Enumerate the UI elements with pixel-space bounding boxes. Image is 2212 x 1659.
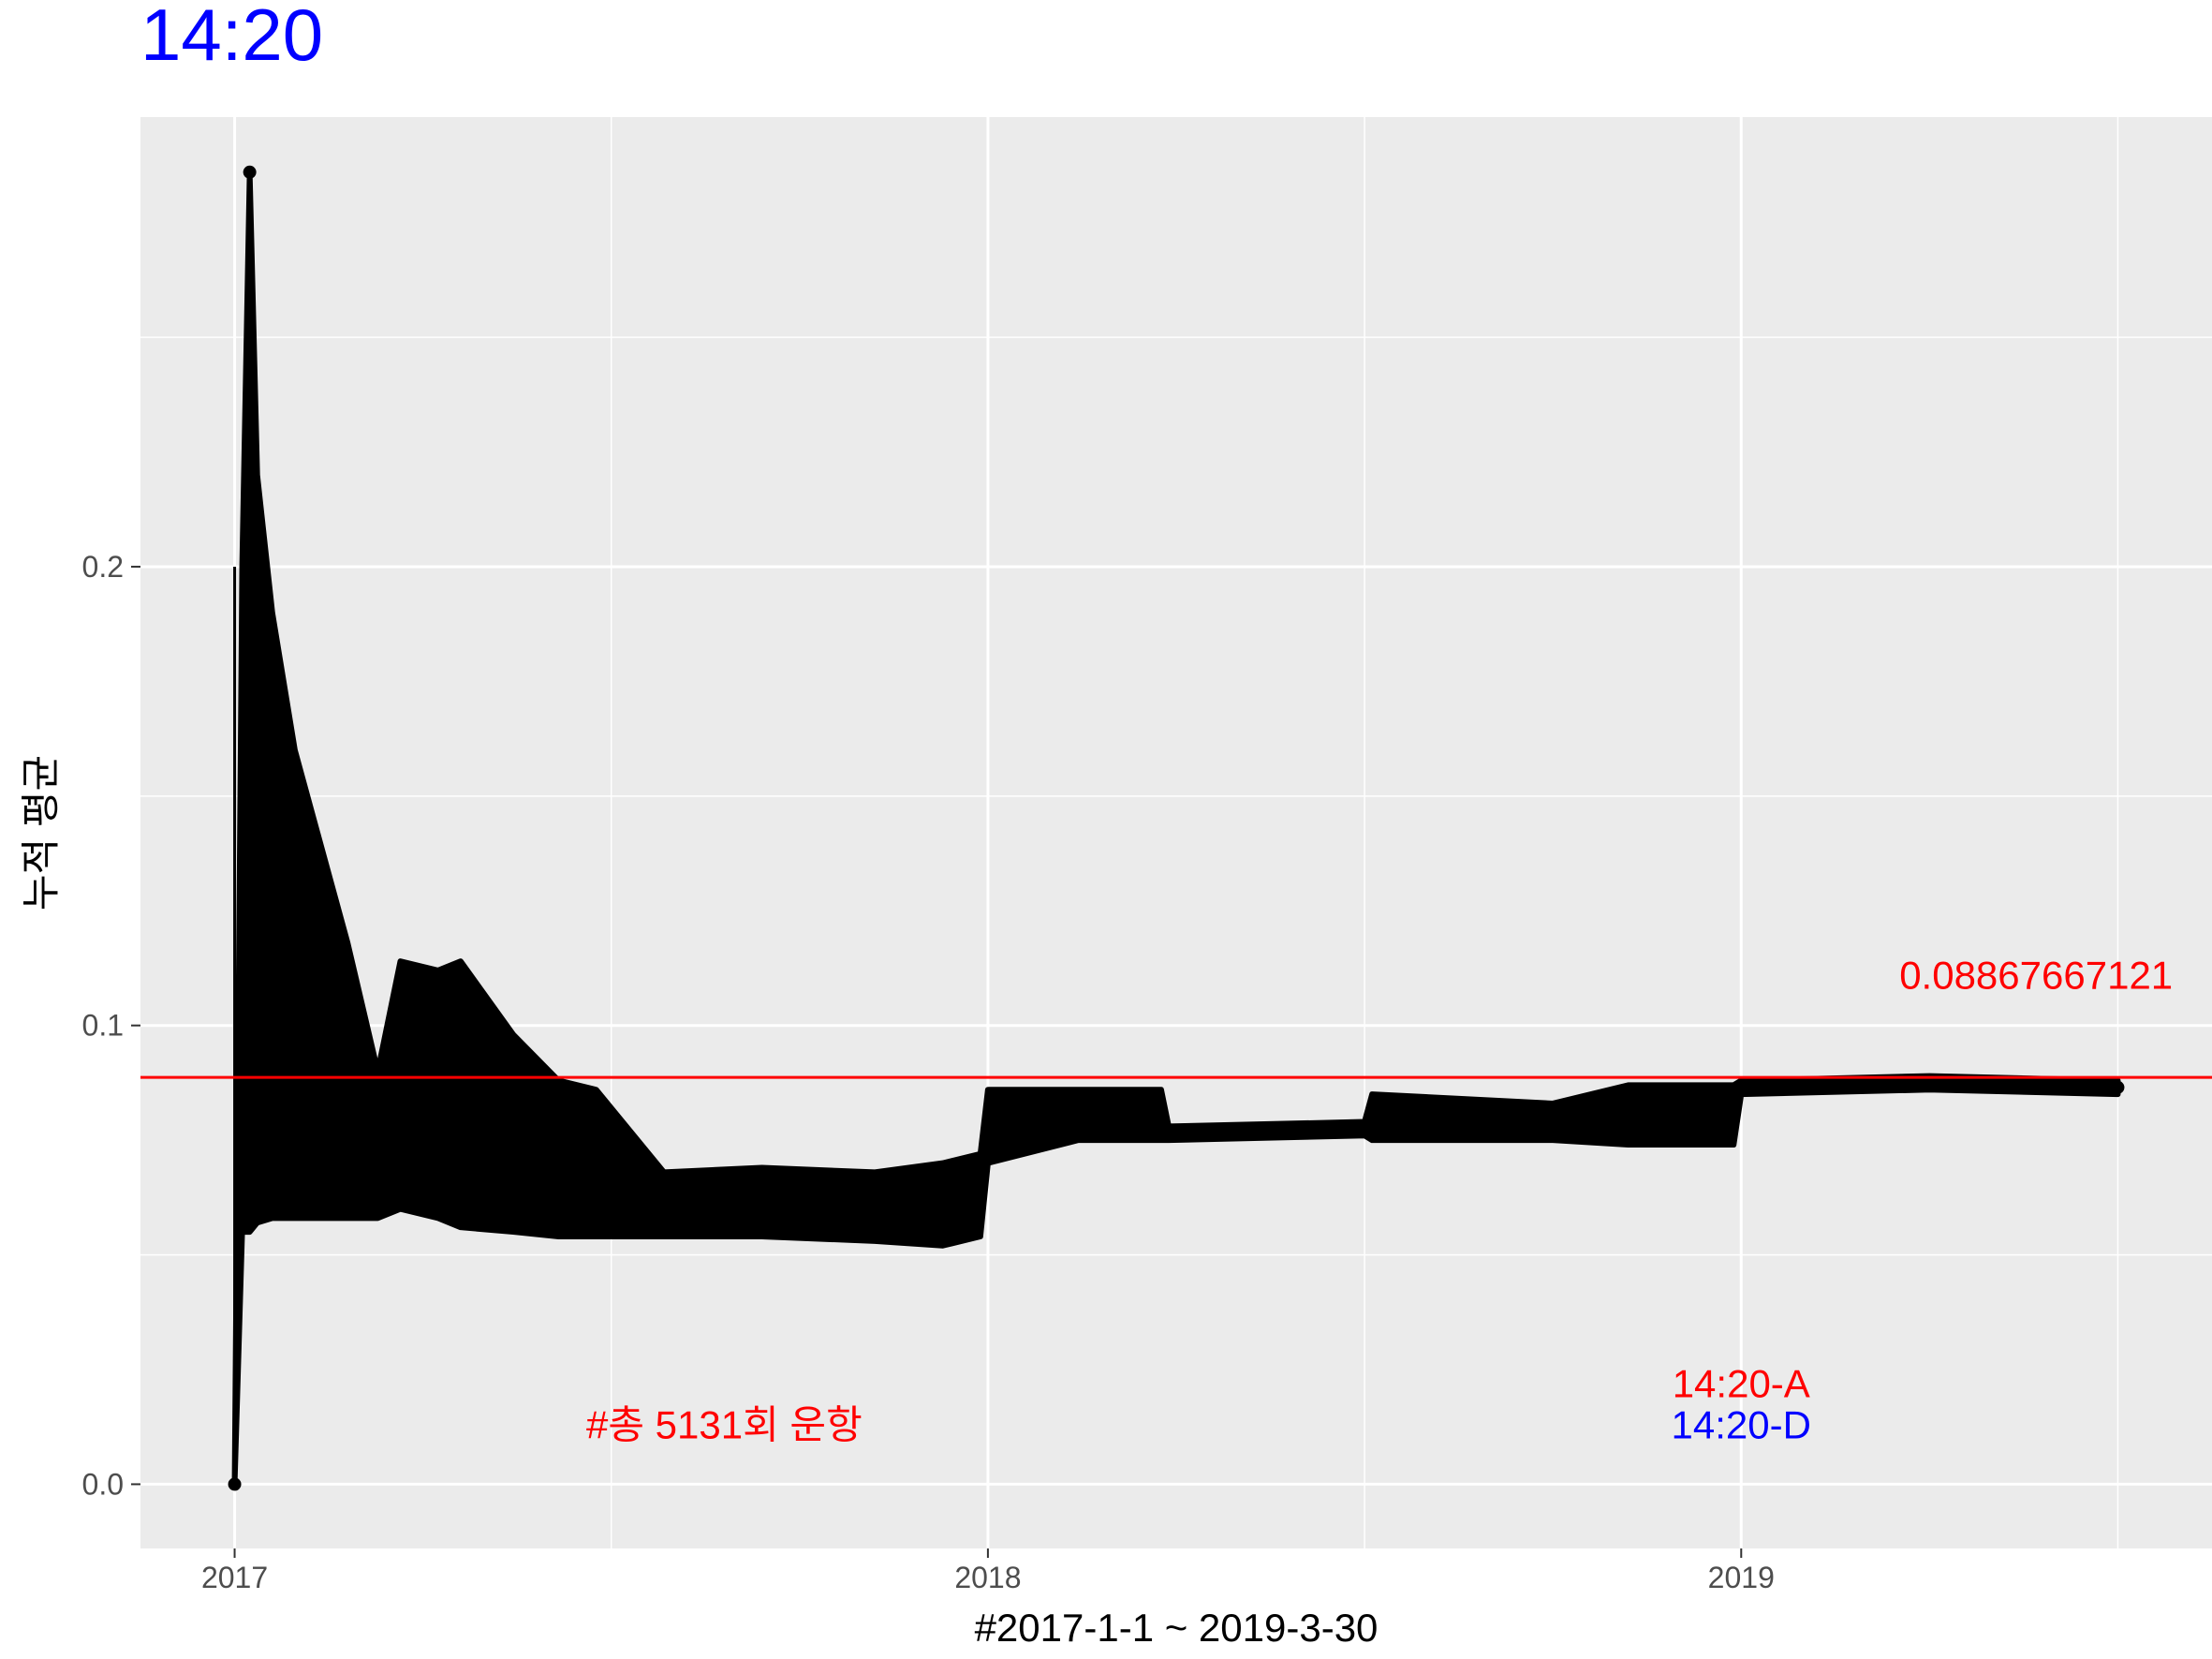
plot-title: 14:20 <box>140 0 323 76</box>
series-layer <box>228 165 2125 1491</box>
series-start-point-0 <box>228 1477 242 1491</box>
annotation-2: 14:20-A <box>1673 1361 1810 1405</box>
grid-minor <box>140 117 2212 1548</box>
x-axis: 2017 2018 2019 <box>201 1548 1775 1594</box>
annotation-1: #총 5131회 운항 <box>586 1402 863 1446</box>
annotation-layer: 0.08867667121 #총 5131회 운항 14:20-A14:20-D <box>586 954 2173 1447</box>
y-tick-label-2: 0.2 <box>82 550 124 584</box>
annotation-0: 0.08867667121 <box>1899 954 2173 998</box>
x-axis-title: #2017-1-1 ~ 2019-3-30 <box>975 1606 1379 1650</box>
annotation-3: 14:20-D <box>1672 1402 1811 1446</box>
y-tick-label-1: 0.1 <box>82 1009 124 1043</box>
x-tick-label-2: 2019 <box>1708 1561 1775 1594</box>
y-axis-title: 누적 평균 <box>19 755 63 911</box>
x-tick-label-1: 2018 <box>954 1561 1021 1594</box>
plot-panel <box>140 117 2212 1548</box>
series-peak-point-0 <box>243 165 257 179</box>
y-tick-label-0: 0.0 <box>82 1467 124 1501</box>
series-end-point-0 <box>2111 1080 2125 1094</box>
y-axis: 0.0 0.1 0.2 <box>82 550 140 1501</box>
x-tick-label-0: 2017 <box>201 1561 268 1594</box>
